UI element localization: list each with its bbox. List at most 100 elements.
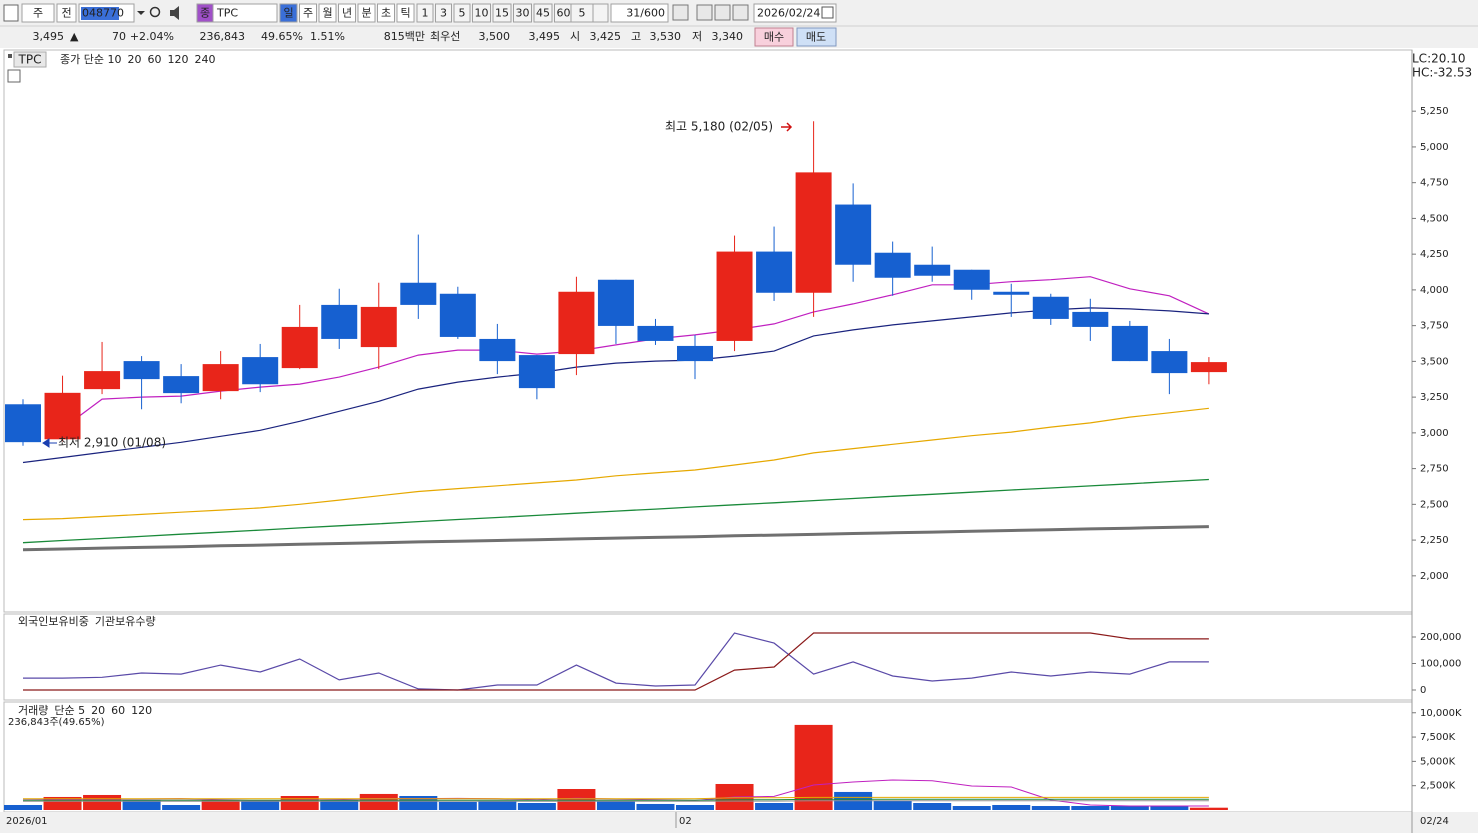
period-button[interactable]: 월 xyxy=(322,7,332,20)
legend-entry: 60 xyxy=(111,704,125,717)
buy-box[interactable] xyxy=(754,27,794,47)
date[interactable]: 2026/02/24 xyxy=(757,7,820,20)
buy-button[interactable]: 매수 xyxy=(764,31,784,44)
speaker-icon[interactable] xyxy=(170,6,179,20)
info-value: 3,495 xyxy=(529,30,561,43)
volume-panel xyxy=(3,701,1413,813)
high-annotation: 최고 5,180 (02/05) xyxy=(665,120,773,134)
period-button[interactable]: 분 xyxy=(361,7,371,20)
panel-icon xyxy=(8,54,12,58)
sell-button[interactable]: 매도 xyxy=(806,31,826,44)
name-input[interactable] xyxy=(212,3,278,23)
interval-button-box[interactable] xyxy=(513,3,532,23)
range[interactable]: 31/600 xyxy=(626,7,665,20)
period-button-box[interactable] xyxy=(299,3,317,23)
interval-button-box[interactable] xyxy=(453,3,471,23)
interval-button-box[interactable] xyxy=(472,3,491,23)
y-tick-label: 3,750 xyxy=(1420,321,1449,332)
market[interactable]: 종 xyxy=(200,7,210,20)
candle-body xyxy=(953,269,990,290)
interval-button[interactable]: 45 xyxy=(536,7,550,20)
y-tick-label: 200,000 xyxy=(1420,632,1461,643)
calendar-icon[interactable] xyxy=(821,6,834,19)
period-type-box[interactable] xyxy=(21,3,55,23)
count[interactable]: 5 xyxy=(579,7,586,20)
info-value: +2.04% xyxy=(130,30,174,43)
count-drop[interactable] xyxy=(592,3,609,23)
info-value: 1.51% xyxy=(310,30,345,43)
info-value: 236,843 xyxy=(200,30,246,43)
date-box[interactable] xyxy=(753,3,837,23)
volume-bar xyxy=(913,802,952,810)
candle-body xyxy=(874,252,911,278)
period-type[interactable]: 주 xyxy=(33,7,43,20)
interval-button[interactable]: 60 xyxy=(557,7,571,20)
info-value: 최우선 xyxy=(430,30,460,43)
name[interactable]: TPC xyxy=(216,7,238,20)
volume-bar xyxy=(1189,807,1228,810)
volume-bar xyxy=(122,799,161,810)
volume-bar xyxy=(1150,806,1189,810)
sell-box[interactable] xyxy=(796,27,837,47)
info-value: 70 xyxy=(112,30,126,43)
tool-icon[interactable] xyxy=(672,4,689,21)
dropdown-arrow[interactable] xyxy=(137,11,145,15)
candle-body xyxy=(5,404,41,443)
candle-body xyxy=(716,251,753,341)
tool-icon[interactable] xyxy=(732,4,749,21)
range-box[interactable] xyxy=(610,3,669,23)
legend-entry: 120 xyxy=(131,704,152,717)
ma-line xyxy=(22,525,1209,552)
interval-button[interactable]: 15 xyxy=(495,7,509,20)
volume-bar xyxy=(1071,806,1110,810)
candle-body xyxy=(84,371,121,390)
interval-button-box[interactable] xyxy=(533,3,553,23)
period-button-box[interactable] xyxy=(357,3,376,23)
panel-button[interactable] xyxy=(7,69,21,83)
info-value: 3,530 xyxy=(650,30,682,43)
period-button-box[interactable] xyxy=(318,3,337,23)
volume-bar xyxy=(1110,806,1149,810)
period-button[interactable]: 초 xyxy=(381,7,391,20)
period-button[interactable]: 틱 xyxy=(400,7,410,20)
interval-button[interactable]: 1 xyxy=(422,7,429,20)
mode-box[interactable] xyxy=(56,3,77,23)
legend-entry: 단순 5 xyxy=(54,704,85,717)
info-value: 고 xyxy=(631,30,641,43)
search-icon[interactable] xyxy=(149,6,161,18)
period-button-box[interactable] xyxy=(338,3,356,23)
hc-label: HC:-32.53 xyxy=(1412,66,1472,80)
period-button[interactable]: 년 xyxy=(342,7,352,20)
title-box xyxy=(13,51,47,68)
high-arrow xyxy=(781,122,793,132)
y-tick-label: 10,000K xyxy=(1420,708,1462,719)
info-value: 3,340 xyxy=(712,30,744,43)
interval-button[interactable]: 30 xyxy=(516,7,530,20)
interval-button-box[interactable] xyxy=(416,3,434,23)
holding-panel xyxy=(3,613,1413,701)
interval-button[interactable]: 5 xyxy=(459,7,466,20)
volume-bar xyxy=(636,803,675,810)
volume-bar xyxy=(241,801,280,810)
info-value: ▲ xyxy=(70,30,79,43)
candle-body xyxy=(637,325,674,341)
interval-button[interactable]: 10 xyxy=(475,7,489,20)
code[interactable]: 048770 xyxy=(82,7,124,20)
mode[interactable]: 전 xyxy=(61,7,71,20)
period-button[interactable]: 주 xyxy=(303,7,313,20)
interval-button-box[interactable] xyxy=(435,3,452,23)
tool-icon[interactable] xyxy=(714,4,731,21)
interval-button[interactable]: 3 xyxy=(440,7,447,20)
interval-button-box[interactable] xyxy=(492,3,512,23)
y-tick-label: 0 xyxy=(1420,685,1426,696)
x-label: 2026/01 xyxy=(6,816,48,827)
x-label: 02/24 xyxy=(1420,816,1449,827)
window-icon[interactable] xyxy=(3,4,19,22)
period-button-box[interactable] xyxy=(396,3,415,23)
period-button-box[interactable] xyxy=(279,3,298,23)
candle-body xyxy=(795,172,832,293)
period-button-box[interactable] xyxy=(377,3,395,23)
low-arrow xyxy=(42,438,57,448)
tool-icon[interactable] xyxy=(696,4,713,21)
period-button[interactable]: 일 xyxy=(283,6,293,20)
